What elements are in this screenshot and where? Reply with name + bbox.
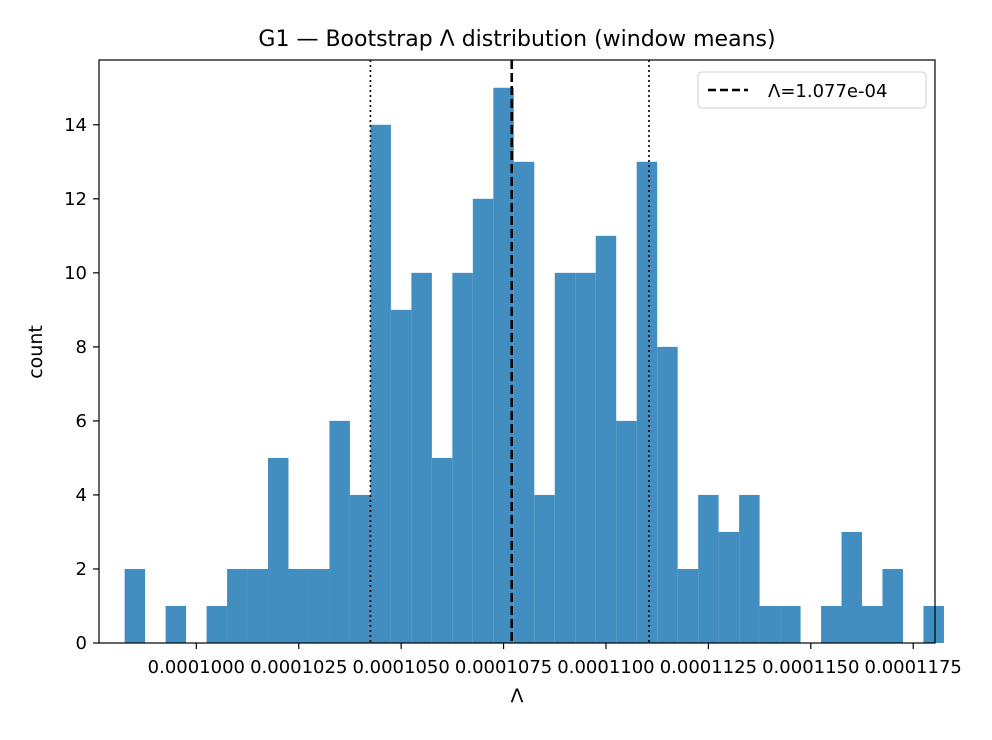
x-tick-label: 0.0001025 (250, 657, 347, 678)
histogram-bar (534, 494, 555, 643)
x-axis-ticks: 0.0001000 0.0001025 0.0001050 0.0001075 0.00… (148, 643, 962, 678)
histogram-bar (288, 568, 309, 643)
histogram-bar (575, 272, 596, 643)
y-tick-label: 6 (76, 411, 87, 432)
histogram-bar (124, 568, 146, 643)
x-tick-label: 0.0001100 (557, 657, 654, 678)
legend-box (697, 71, 927, 109)
histogram-bar (841, 531, 863, 643)
histogram-bar (554, 272, 576, 643)
y-axis-label: count (25, 325, 47, 379)
x-tick-label: 0.0001000 (148, 657, 245, 678)
histogram-bar (370, 124, 391, 644)
y-tick-label: 0 (76, 633, 87, 654)
histogram-bar (821, 605, 842, 643)
histogram-bar (268, 457, 289, 643)
y-tick-label: 8 (76, 337, 87, 358)
histogram-bar (493, 87, 514, 643)
y-tick-label: 14 (64, 115, 87, 136)
reference-lines (369, 60, 650, 643)
x-tick-label: 0.0001150 (762, 657, 859, 678)
histogram-bar (698, 494, 719, 643)
y-tick-label: 10 (64, 263, 87, 284)
chart-title: G1 — Bootstrap Λ distribution (window me… (258, 27, 775, 52)
histogram-bar (431, 457, 453, 643)
x-axis-label: Λ (511, 685, 524, 707)
y-tick-label: 12 (64, 189, 87, 210)
x-tick-label: 0.0001125 (660, 657, 757, 678)
histogram-bar (616, 420, 637, 643)
x-tick-label: 0.0001175 (865, 657, 962, 678)
histogram-bar (472, 198, 494, 644)
histogram-bar (636, 161, 658, 644)
plot-frame (98, 59, 936, 644)
histogram-bar (923, 605, 944, 643)
y-tick-label: 2 (76, 559, 87, 580)
histogram-bar (349, 494, 371, 643)
histogram-bar (206, 605, 228, 643)
histogram-bar (882, 568, 903, 643)
histogram-bar (390, 309, 412, 643)
histogram-bar (780, 605, 801, 643)
histogram-bar (862, 605, 883, 643)
y-axis-ticks: 0 2 4 6 8 10 12 14 (64, 115, 99, 654)
y-tick-label: 4 (76, 485, 87, 506)
histogram-bar (329, 420, 350, 643)
histogram-bar (513, 161, 535, 644)
histogram-bar (677, 568, 699, 643)
histogram-bars (124, 87, 944, 644)
x-tick-label: 0.0001075 (455, 657, 552, 678)
histogram-bar (227, 568, 248, 643)
histogram-bar (165, 605, 187, 643)
histogram-bar (718, 531, 740, 643)
histogram-bar (759, 605, 781, 643)
legend-label: Λ=1.077e-04 (768, 81, 887, 102)
histogram-bar (657, 346, 678, 643)
histogram-bar (452, 272, 473, 643)
histogram-bar (308, 568, 330, 643)
histogram-bar (739, 494, 760, 643)
histogram-bar (595, 235, 617, 644)
histogram-bar (411, 272, 432, 643)
histogram-bar (247, 568, 269, 643)
legend: Λ=1.077e-04 (697, 71, 927, 109)
x-tick-label: 0.0001050 (352, 657, 449, 678)
